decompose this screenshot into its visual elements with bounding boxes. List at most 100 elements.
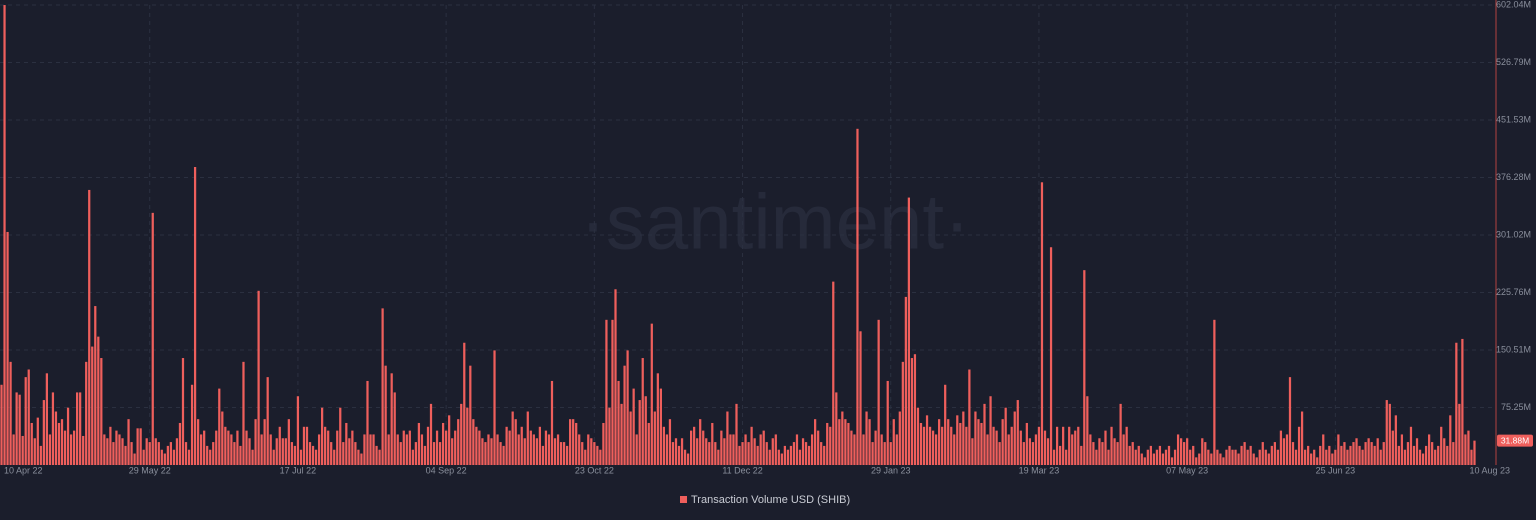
legend-label: Transaction Volume USD (SHIB)	[691, 494, 850, 506]
bar	[1049, 247, 1053, 465]
bar	[24, 377, 27, 465]
bar	[559, 442, 563, 465]
bar	[590, 438, 593, 465]
bar	[142, 449, 145, 465]
bar	[1355, 438, 1358, 465]
bar	[904, 296, 907, 465]
bar	[804, 442, 808, 465]
bar	[1104, 430, 1107, 465]
bar	[196, 419, 200, 465]
bar	[378, 449, 381, 465]
bar	[1010, 426, 1013, 465]
bar	[538, 426, 542, 465]
bar	[599, 449, 602, 465]
bar	[145, 438, 148, 465]
bar	[308, 442, 312, 465]
bar	[1219, 453, 1222, 465]
bar	[1449, 415, 1452, 465]
bar	[641, 358, 644, 465]
bar	[94, 306, 97, 465]
bar	[768, 449, 771, 465]
bar	[215, 430, 218, 465]
bar	[181, 358, 185, 465]
bar	[738, 445, 741, 465]
bar	[154, 438, 157, 465]
bar	[33, 438, 36, 465]
bar	[317, 434, 321, 465]
bar	[1343, 442, 1346, 465]
bar	[1022, 442, 1025, 465]
bar	[112, 442, 115, 465]
bar	[1288, 377, 1292, 465]
bar	[747, 442, 750, 465]
bar	[1004, 407, 1007, 465]
bar	[844, 419, 847, 465]
bar	[457, 419, 460, 465]
bar	[1040, 182, 1044, 465]
bar	[115, 430, 118, 465]
bar	[1179, 438, 1183, 465]
bar	[1412, 445, 1416, 465]
bar	[375, 445, 378, 465]
bar	[647, 422, 650, 465]
bar	[665, 434, 669, 465]
bar	[109, 426, 112, 465]
bar	[266, 377, 269, 465]
bar	[212, 442, 215, 465]
bar	[133, 453, 136, 465]
bar	[931, 430, 935, 465]
bar	[1089, 434, 1092, 465]
bar	[729, 434, 732, 465]
x-tick-label: 11 Dec 22	[722, 465, 762, 475]
bar	[121, 438, 124, 465]
bar	[762, 430, 765, 465]
bar	[1013, 411, 1016, 465]
bar	[765, 442, 768, 465]
bar	[1213, 319, 1216, 465]
bar	[1291, 442, 1295, 465]
bar	[1237, 453, 1240, 465]
bar	[798, 449, 802, 465]
bar	[907, 197, 911, 465]
bar	[327, 430, 330, 465]
bar	[541, 445, 545, 465]
bar	[1446, 445, 1449, 465]
bar	[36, 417, 39, 465]
bar	[693, 426, 696, 465]
bar	[333, 449, 336, 465]
bar	[1403, 449, 1407, 465]
bar	[1186, 438, 1189, 465]
bar	[853, 434, 856, 465]
bar	[21, 435, 24, 465]
bar	[995, 430, 998, 465]
bar	[1364, 442, 1367, 465]
bar	[895, 434, 898, 465]
bar	[1431, 442, 1434, 465]
bar	[1110, 426, 1113, 465]
bar	[832, 281, 835, 465]
x-tick-label: 10 Apr 22	[4, 465, 43, 475]
bar	[411, 449, 414, 465]
bar	[565, 445, 569, 465]
bar	[1285, 434, 1289, 465]
bar	[127, 419, 130, 465]
bar	[363, 434, 366, 465]
x-tick-label: 10 Aug 23	[1469, 465, 1510, 475]
bar	[1062, 426, 1065, 465]
bar	[351, 430, 354, 465]
bar	[248, 438, 251, 465]
bar	[965, 426, 968, 465]
bar	[1195, 457, 1198, 465]
bar	[702, 430, 705, 465]
bar	[925, 415, 929, 465]
bar	[532, 434, 535, 465]
bar	[1031, 442, 1035, 465]
bar	[257, 290, 260, 465]
bar	[584, 449, 587, 465]
bar	[1001, 419, 1004, 465]
bar	[387, 434, 390, 465]
bar	[1276, 449, 1280, 465]
bar	[835, 392, 838, 465]
bar	[1406, 442, 1410, 465]
bar	[160, 449, 163, 465]
